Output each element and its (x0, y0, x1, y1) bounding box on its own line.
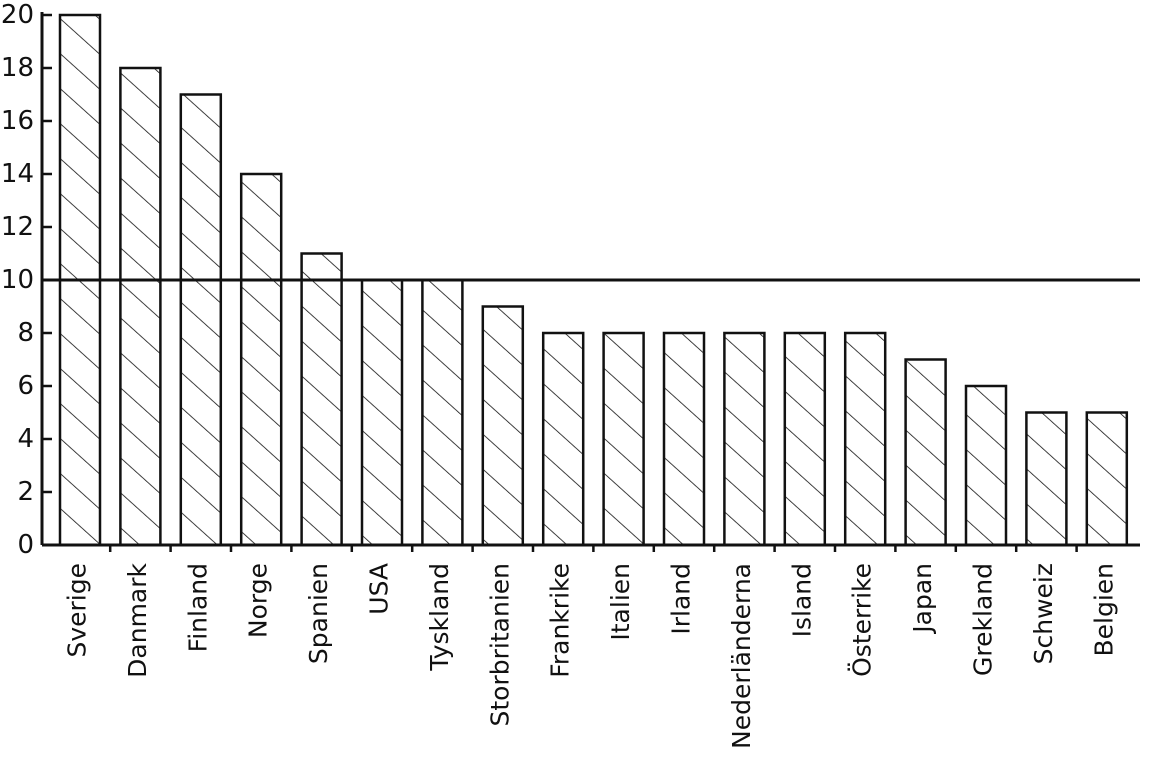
y-tick-label: 6 (17, 371, 34, 401)
bar (421, 278, 464, 547)
x-tick-label: Frankrike (546, 563, 575, 678)
y-tick-label: 8 (17, 318, 34, 348)
x-tick-label: Danmark (123, 562, 152, 677)
x-tick-label: Finland (183, 563, 212, 652)
y-tick-label: 16 (1, 106, 34, 136)
bar (723, 331, 766, 547)
x-tick-label: Nederländerna (727, 563, 756, 749)
x-tick-label: Österrike (848, 563, 877, 677)
bar (360, 278, 404, 547)
y-tick-label: 10 (1, 265, 34, 295)
x-tick-label: USA (365, 563, 394, 615)
y-tick-label: 20 (1, 0, 34, 30)
x-tick-label: Japan (908, 563, 937, 635)
bar (541, 331, 585, 547)
x-tick-label: Grekland (969, 563, 998, 676)
y-tick-label: 12 (1, 212, 34, 242)
x-tick-label: Storbritanien (485, 563, 514, 726)
y-tick-label: 14 (1, 159, 34, 189)
bar (239, 172, 283, 547)
y-tick-label: 18 (1, 53, 34, 83)
bar (964, 384, 1008, 547)
bar (300, 252, 343, 547)
bar (602, 331, 645, 547)
y-tick-label: 0 (17, 530, 34, 560)
bar (662, 331, 706, 547)
y-tick-label: 2 (17, 477, 34, 507)
bar (783, 331, 827, 547)
x-tick-label: Spanien (304, 563, 333, 664)
x-tick-label: Island (787, 563, 816, 637)
x-tick-label: Sverige (63, 563, 92, 658)
x-tick-label: Norge (244, 563, 273, 638)
bar (179, 93, 223, 547)
x-axis-ticks: Sverige Danmark Finland Norge Spanien USA Tysk… (63, 545, 1118, 749)
x-tick-label: Italien (606, 563, 635, 641)
bar (119, 66, 162, 547)
y-axis-ticks: 0 2 4 6 8 10 12 14 16 18 20 (1, 0, 52, 560)
bar (1085, 411, 1129, 547)
x-tick-label: Belgien (1089, 563, 1118, 657)
bar (481, 305, 525, 547)
bar (904, 358, 947, 547)
bar (1025, 411, 1068, 547)
x-tick-label: Schweiz (1029, 563, 1058, 664)
y-tick-label: 4 (17, 424, 34, 454)
x-tick-label: Tyskland (425, 563, 454, 672)
bar (843, 331, 887, 547)
x-tick-label: Irland (667, 563, 696, 635)
